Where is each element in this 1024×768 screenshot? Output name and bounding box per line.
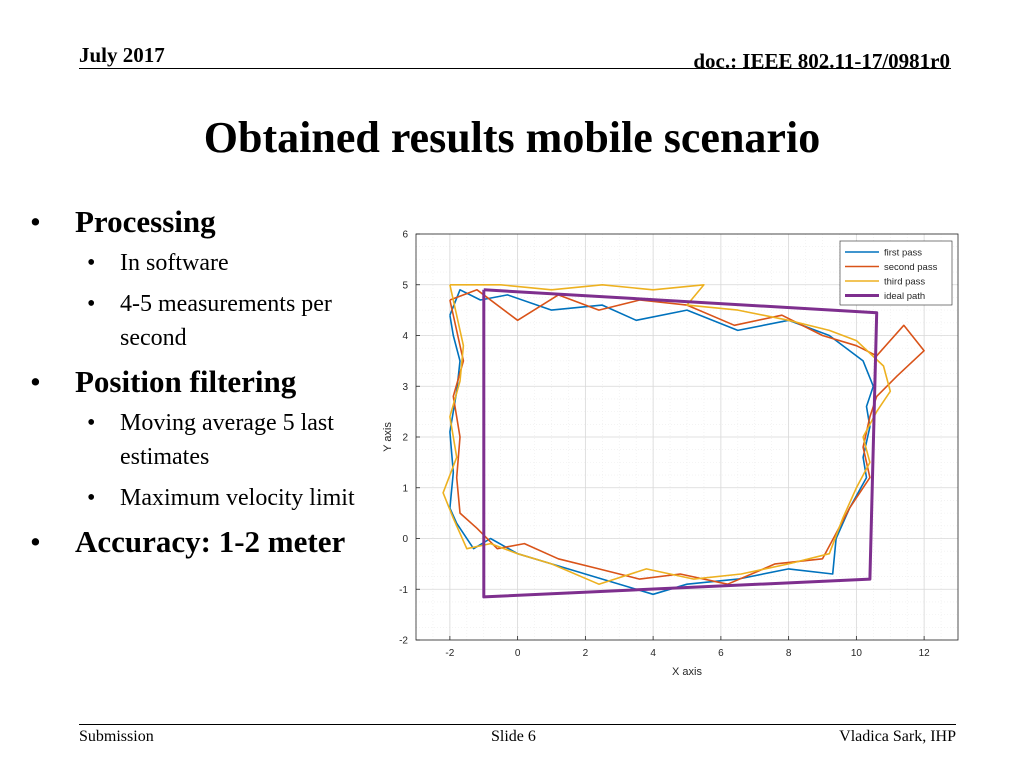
bullet-text: In software (120, 250, 229, 276)
x-tick-label: 8 (786, 648, 792, 659)
x-tick-label: -2 (445, 648, 454, 659)
y-tick-label: 4 (402, 331, 408, 342)
sub-bullet-item-4: • Moving average 5 last estimates (30, 406, 380, 474)
x-tick-label: 6 (718, 648, 724, 659)
y-tick-label: -1 (399, 585, 408, 596)
bullet-dot: • (30, 204, 41, 239)
x-tick-label: 4 (650, 648, 656, 659)
y-tick-label: -2 (399, 636, 408, 647)
y-tick-label: 0 (402, 534, 408, 545)
header-rule (79, 68, 951, 69)
y-tick-label: 3 (402, 382, 408, 393)
bullet-text: Accuracy: 1-2 meter (75, 524, 346, 559)
sub-bullet-item-1: • In software (30, 246, 380, 280)
y-tick-label: 6 (402, 230, 408, 241)
sub-bullet-item-5: • Maximum velocity limit (30, 481, 380, 515)
x-tick-label: 10 (851, 648, 863, 659)
y-tick-label: 1 (402, 483, 408, 494)
bullet-dot: • (30, 364, 41, 399)
legend-label-3: ideal path (884, 291, 925, 302)
slide-title: Obtained results mobile scenario (203, 113, 821, 162)
legend-label-1: second pass (884, 262, 938, 273)
bullet-dot: • (87, 291, 96, 317)
bullet-text: Position filtering (75, 364, 297, 399)
header-date: July 2017 (79, 43, 165, 67)
header-doc-id: doc.: IEEE 802.11-17/0981r0 (693, 49, 950, 73)
bullet-item-3: • Position filtering (30, 362, 380, 402)
x-axis-label: X axis (672, 666, 702, 678)
bullet-item-0: • Processing (30, 202, 380, 242)
footer-author: Vladica Sark, IHP (839, 728, 956, 745)
bullet-item-6: • Accuracy: 1-2 meter (30, 522, 380, 562)
series-line-3 (482, 288, 879, 599)
y-tick-label: 2 (402, 433, 408, 444)
x-tick-label: 2 (583, 648, 589, 659)
bullet-list: • Processing • In software • 4-5 measurements… (30, 202, 380, 566)
footer-submission: Submission (79, 728, 154, 745)
series-line-2 (442, 283, 892, 586)
legend-label-0: first pass (884, 248, 922, 259)
bullet-dot: • (87, 410, 96, 436)
bullet-text: Maximum velocity limit (120, 485, 355, 511)
bullet-text: 4-5 measurements per second (120, 291, 332, 351)
x-tick-label: 0 (515, 648, 521, 659)
y-tick-label: 5 (402, 280, 408, 291)
legend-label-2: third pass (884, 277, 925, 288)
bullet-text: Processing (75, 204, 216, 239)
footer-slide-number: Slide 6 (491, 728, 536, 745)
sub-bullet-item-2: • 4-5 measurements per second (30, 287, 380, 355)
y-axis-label: Y axis (382, 422, 394, 452)
bullet-dot: • (87, 250, 96, 276)
bullet-dot: • (87, 485, 96, 511)
footer-rule (79, 724, 956, 725)
bullet-text: Moving average 5 last estimates (120, 410, 334, 470)
x-tick-label: 12 (919, 648, 931, 659)
bullet-dot: • (30, 524, 41, 559)
